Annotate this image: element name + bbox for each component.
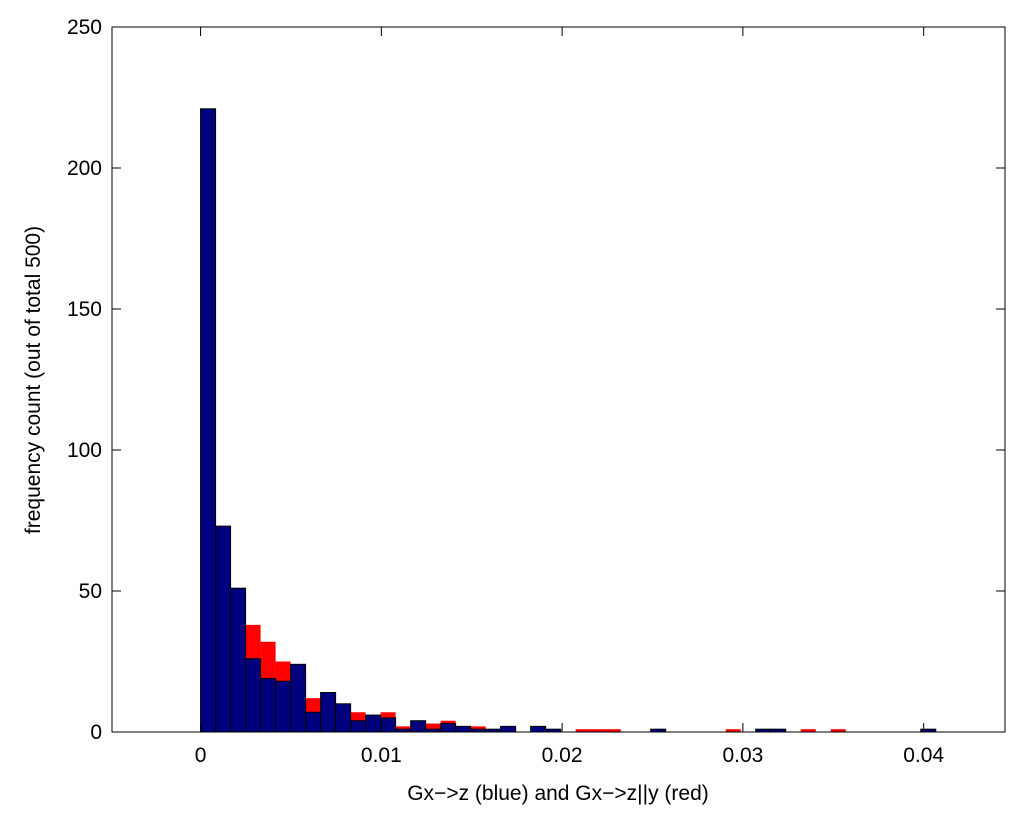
- bar: [245, 658, 262, 733]
- bar: [365, 714, 382, 733]
- bar: [830, 729, 846, 732]
- bar: [575, 729, 591, 732]
- plot-area: [112, 27, 1005, 732]
- bar: [260, 677, 277, 733]
- x-tick-label: 0.01: [361, 744, 402, 767]
- y-tick-label: 250: [67, 16, 102, 39]
- x-tick-label: 0.02: [542, 744, 583, 767]
- x-tick-label: 0.03: [722, 744, 763, 767]
- axes-box: [111, 26, 1006, 733]
- bar: [410, 720, 427, 733]
- bar: [215, 525, 232, 733]
- bar: [590, 729, 606, 732]
- bar: [425, 723, 441, 732]
- bar: [305, 711, 322, 733]
- bar: [290, 663, 307, 733]
- x-axis-label: Gx−>z (blue) and Gx−>z||y (red): [407, 782, 709, 805]
- bar: [335, 703, 352, 733]
- bar: [200, 108, 217, 733]
- bar: [320, 692, 337, 733]
- bar: [350, 720, 367, 733]
- y-axis-label: frequency count (out of total 500): [22, 226, 45, 534]
- bar: [800, 729, 816, 732]
- y-tick-label: 150: [67, 298, 102, 321]
- y-tick-label: 200: [67, 157, 102, 180]
- bar: [275, 680, 292, 733]
- x-tick-label: 0.04: [903, 744, 944, 767]
- bar: [500, 725, 517, 733]
- y-tick-label: 0: [90, 721, 102, 744]
- bar: [530, 725, 547, 733]
- bar: [455, 725, 472, 733]
- x-tick-label: 0: [195, 744, 207, 767]
- y-tick-label: 50: [79, 580, 102, 603]
- bar: [380, 717, 397, 733]
- bar: [725, 729, 741, 732]
- bar: [605, 729, 621, 732]
- bar: [440, 723, 457, 733]
- y-tick-label: 100: [67, 439, 102, 462]
- bar: [230, 587, 247, 733]
